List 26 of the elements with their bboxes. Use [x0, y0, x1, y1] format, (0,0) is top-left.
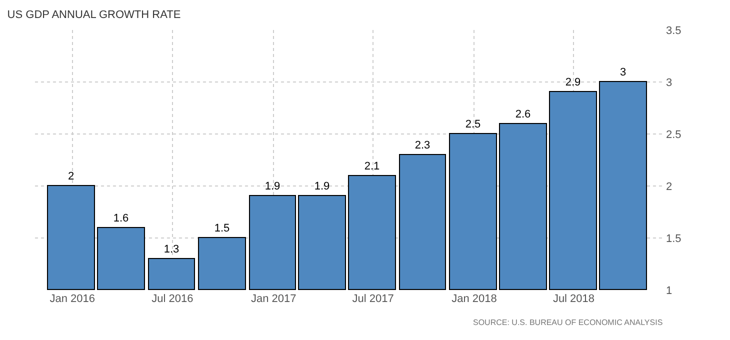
data-label: 2.1: [364, 160, 380, 172]
data-label: 3: [620, 66, 626, 78]
y-tick-label: 2.5: [666, 128, 682, 141]
x-tick-label: Jan 2017: [250, 293, 296, 305]
data-label: 2.5: [465, 118, 481, 130]
x-tick-label: Jan 2016: [50, 293, 96, 305]
data-label: 2: [68, 170, 74, 182]
y-tick-label: 2: [666, 180, 672, 193]
data-label: 1.9: [314, 180, 330, 192]
source-note: SOURCE: U.S. BUREAU OF ECONOMIC ANALYSIS: [473, 318, 663, 327]
data-label: 2.3: [414, 140, 430, 152]
data-label: 1.6: [113, 212, 129, 224]
x-tick-label: Jul 2018: [552, 293, 595, 305]
x-tick-label: Jan 2018: [452, 293, 497, 305]
y-tick-label: 3.5: [666, 24, 682, 37]
data-label: 2.9: [565, 76, 581, 88]
chart-title: US GDP ANNUAL GROWTH RATE: [7, 8, 181, 21]
data-label: 1.9: [264, 180, 280, 192]
data-label: 1.5: [214, 222, 230, 234]
data-label: 2.6: [515, 108, 531, 120]
x-tick-label: Jul 2016: [152, 293, 194, 305]
y-tick-label: 1.5: [666, 232, 682, 245]
y-tick-label: 3: [666, 76, 672, 89]
y-tick-label: 1: [666, 284, 672, 297]
data-label: 1.3: [164, 244, 180, 256]
x-tick-label: Jul 2017: [352, 293, 394, 305]
